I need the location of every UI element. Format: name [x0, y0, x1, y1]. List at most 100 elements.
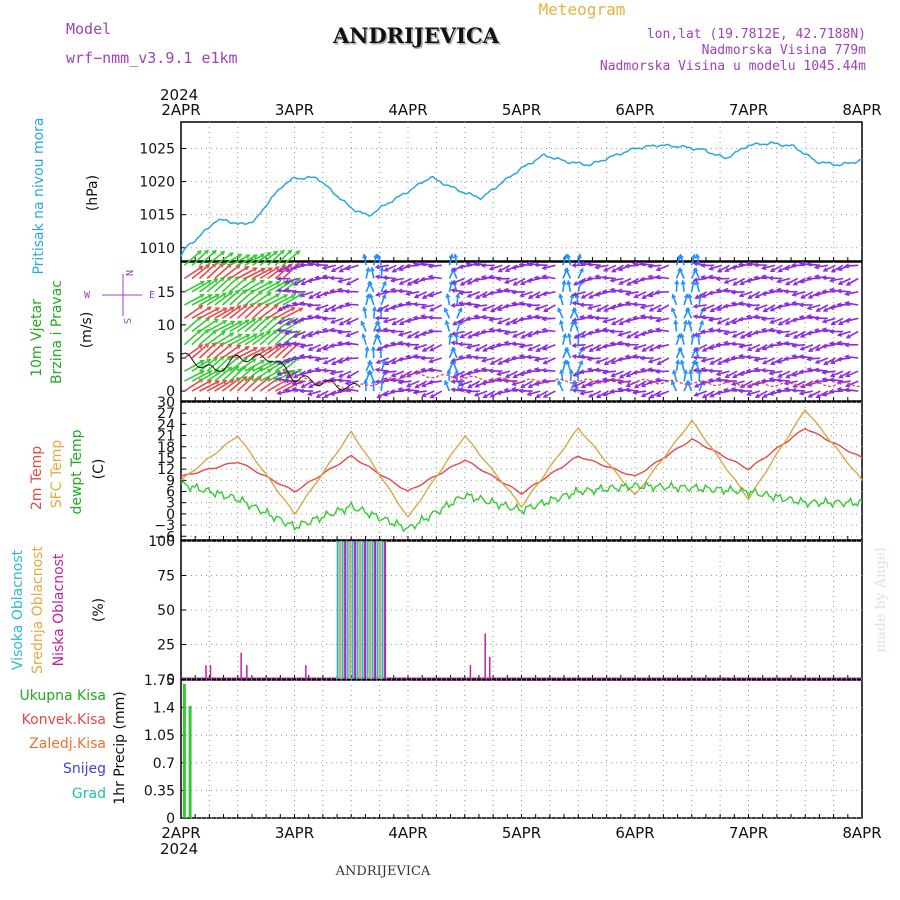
wind-arrow	[331, 357, 344, 366]
wind-arrow	[399, 277, 412, 285]
wind-arrow-head	[753, 262, 759, 268]
wind-arrow	[214, 263, 232, 280]
wind-arrow-head	[495, 288, 501, 293]
wind-arrow	[301, 330, 314, 339]
wind-arrow	[680, 360, 685, 372]
wind-arrow	[451, 330, 465, 336]
wind-arrow	[206, 342, 224, 359]
wind-arrow	[690, 254, 696, 266]
wind-arrow	[229, 289, 247, 306]
wind-arrow-head	[360, 320, 366, 326]
wind-arrow-head	[443, 307, 449, 313]
wind-arrow-head	[694, 294, 700, 299]
wind-arrow	[390, 277, 405, 282]
wind-arrow-head	[220, 250, 226, 256]
wind-arrow-head	[790, 262, 796, 268]
bottom-day-label-4: 6APR	[615, 824, 654, 842]
wind-arrow-head	[561, 279, 567, 285]
wind-arrow	[816, 390, 829, 399]
wind-arrow-head	[241, 289, 247, 294]
wind-arrow-head	[700, 380, 706, 386]
wind-arrow	[792, 355, 806, 359]
wind-arrow-head	[390, 359, 397, 365]
wind-arrow-head	[806, 261, 812, 267]
wind-arrow-head	[695, 253, 701, 259]
wind-arrow	[498, 264, 511, 273]
wind-arrow	[198, 263, 217, 280]
wind-arrow-head	[790, 387, 797, 393]
wind-arrow-head	[273, 304, 279, 309]
wind-arrow	[399, 370, 412, 379]
wind-arrow-head	[639, 304, 646, 310]
wind-arrow-head	[632, 261, 638, 267]
wind-arrow-head	[601, 369, 607, 375]
wind-arrow-head	[828, 287, 835, 293]
wind-arrow-head	[707, 327, 714, 333]
wind-arrow-head	[845, 372, 851, 378]
wind-arrow-head	[336, 329, 342, 335]
wind-arrow-head	[518, 343, 524, 349]
wind-arrow-head	[626, 281, 632, 286]
wind-arrow-head	[252, 267, 258, 272]
precip-total-label: Ukupna Kisa	[19, 688, 106, 704]
wind-arrow	[229, 333, 250, 346]
wind-arrow-head	[427, 263, 433, 269]
wind-arrow-head	[822, 307, 829, 312]
wind-arrow	[559, 294, 564, 306]
wind-arrow-head	[821, 369, 827, 375]
wind-arrow	[512, 291, 526, 294]
wind-arrow	[716, 277, 730, 280]
wind-arrow-head	[228, 291, 234, 296]
compass-n: N	[123, 270, 134, 276]
wind-arrow-head	[379, 266, 385, 272]
wind-arrow	[793, 380, 806, 388]
wind-arrow-head	[465, 316, 471, 322]
wind-arrow-head	[488, 274, 494, 280]
wind-arrow	[199, 307, 220, 320]
temp-ytick-label-9: 21	[157, 429, 175, 445]
wind-arrow-head	[722, 303, 729, 309]
wind-arrow-head	[602, 267, 609, 272]
wind-arrow-head	[762, 307, 768, 313]
wind-arrow	[456, 307, 463, 319]
wind-arrow-head	[450, 288, 456, 293]
wind-arrow	[830, 370, 844, 377]
wind-arrow	[792, 343, 806, 347]
wind-arrow-head	[594, 328, 600, 333]
wind-arrow-head	[390, 305, 396, 310]
wind-arrow-head	[219, 342, 225, 348]
wind-arrow-head	[337, 278, 343, 284]
wind-arrow	[822, 317, 836, 323]
wind-arrow-head	[639, 367, 645, 373]
wind-arrow	[282, 307, 303, 320]
wind-arrow	[183, 344, 203, 359]
wind-arrow	[475, 343, 488, 352]
wind-arrow-head	[496, 319, 503, 325]
wind-arrow	[642, 343, 655, 352]
cloud-ytick-label-4: 100	[148, 534, 175, 550]
wind-arrow-head	[234, 276, 240, 281]
wind-arrow-head	[828, 377, 835, 383]
wind-arrow-head	[283, 378, 289, 384]
wind-arrow-head	[260, 267, 266, 273]
wind-arrow-head	[798, 302, 804, 308]
wind-arrow-head	[198, 304, 204, 310]
wind-arrow	[845, 264, 859, 267]
temp-ytick-label-5: 9	[166, 473, 175, 489]
temp-ytick-label-7: 15	[157, 451, 175, 467]
wind-arrow-head	[279, 249, 285, 255]
wind-arrow-head	[632, 353, 638, 359]
wind-arrow	[278, 357, 291, 365]
wind-arrow-head	[760, 291, 767, 297]
wind-arrow	[259, 360, 280, 372]
wind-arrow-head	[244, 266, 250, 271]
wind-arrow	[542, 264, 556, 270]
wind-arrow-head	[370, 345, 376, 351]
wind-arrow	[770, 264, 783, 273]
wind-arrow	[236, 289, 255, 306]
wind-arrow-head	[450, 379, 456, 385]
wind-arrow-head	[264, 315, 270, 321]
wind-arrow	[497, 317, 511, 325]
wind-arrow-head	[566, 279, 572, 286]
wind-arrow	[184, 359, 205, 372]
